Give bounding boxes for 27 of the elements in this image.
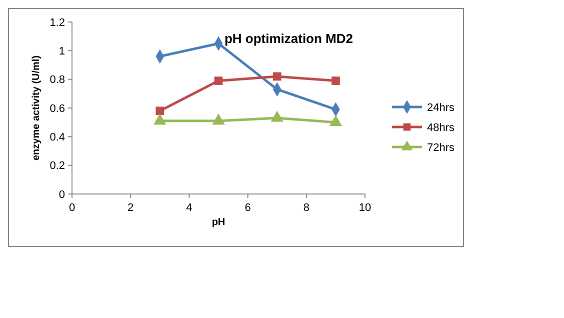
- point: [156, 106, 164, 116]
- point: [154, 114, 166, 125]
- point: [272, 72, 282, 81]
- y-tick-label: 0.2: [50, 160, 65, 172]
- legend-label: 48hrs: [427, 122, 456, 134]
- x-tick-label: 0: [68, 202, 76, 214]
- y-axis-title: enzyme activity (U/ml): [31, 55, 42, 161]
- y-tick-label: 0.4: [50, 132, 65, 144]
- point: [329, 114, 342, 126]
- point: [332, 76, 340, 85]
- y-tick-label: 0: [58, 188, 65, 201]
- x-tick-label: 6: [244, 202, 251, 214]
- y-tick-label: 1.2: [50, 16, 65, 29]
- legend-label: 72hrs: [427, 142, 456, 154]
- point: [212, 114, 225, 125]
- x-axis-title: pH: [212, 217, 226, 228]
- legend-label: 24hrs: [427, 102, 456, 114]
- point: [270, 110, 284, 122]
- x-tick-label: 10: [358, 202, 372, 214]
- y-tick-label: 1: [58, 46, 65, 58]
- y-tick-label: 0.6: [50, 102, 65, 115]
- y-tick-label: 0.8: [50, 74, 65, 86]
- point: [214, 76, 223, 85]
- x-tick-label: 4: [186, 202, 192, 214]
- text: pH optimization MD2: [224, 31, 353, 46]
- x-tick-label: 8: [303, 202, 310, 214]
- x-tick-label: 2: [128, 202, 134, 214]
